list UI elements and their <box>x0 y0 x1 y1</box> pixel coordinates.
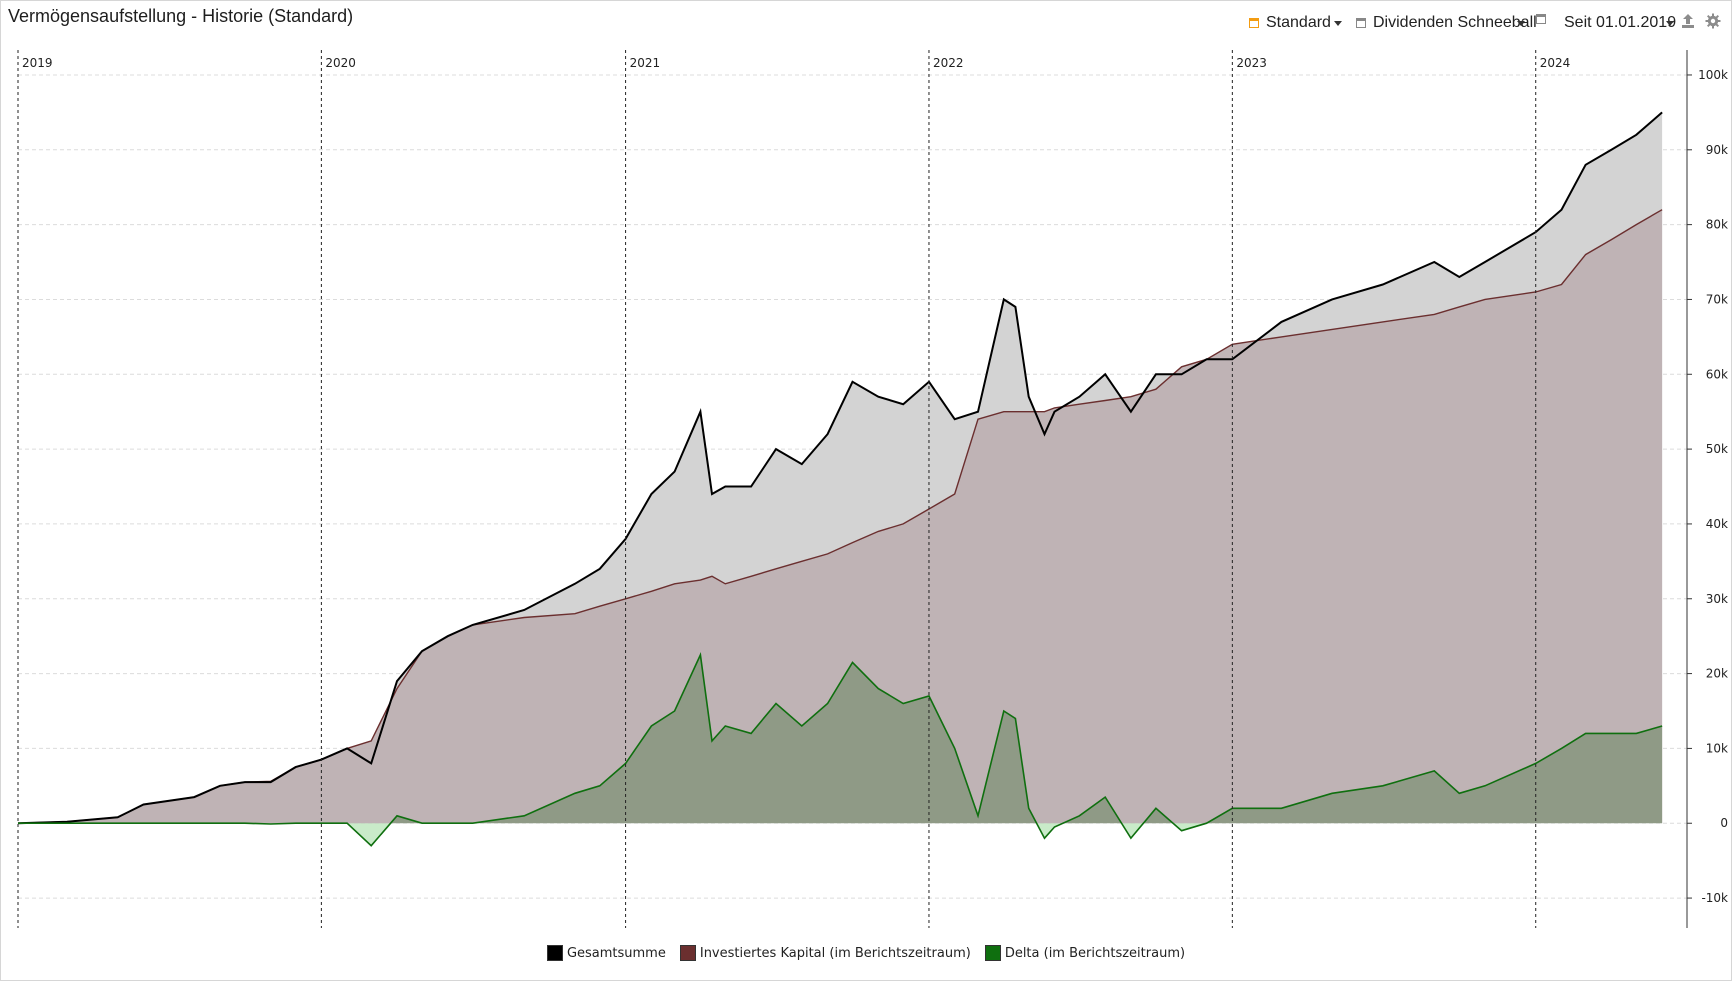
legend-swatch-invested <box>679 945 696 961</box>
snowball-selector-label: Dividenden Schneeball <box>1373 14 1537 31</box>
window-title: Vermögensaufstellung - Historie (Standar… <box>8 6 354 26</box>
legend-label-total: Gesamtsumme <box>566 945 666 961</box>
y-tick-label: 60k <box>1706 367 1728 381</box>
snowball-dropdown-chevron-icon[interactable] <box>1517 21 1525 26</box>
y-tick-label: 100k <box>1698 68 1728 82</box>
snowball-selector[interactable]: Dividenden Schneeball <box>1356 14 1537 32</box>
wealth-history-chart: 2019 2020 2021 2022 2023 2024 100k 90k 80k 70k 60… <box>17 50 1728 928</box>
calendar-icon <box>1536 14 1546 24</box>
calendar-icon <box>1249 18 1259 28</box>
legend-label-delta: Delta (im Berichtszeitraum) <box>1004 945 1186 961</box>
x-tick-label: 2020 <box>325 56 356 70</box>
delta-line <box>18 652 1663 847</box>
period-selector[interactable]: Seit 01.01.2019 <box>1564 14 1676 32</box>
legend-item-invested[interactable]: Investiertes Kapital (im Berichtszeitrau… <box>679 945 971 961</box>
y-tick-label: 40k <box>1706 517 1728 531</box>
x-tick-label: 2024 <box>1540 56 1571 70</box>
y-tick-label: 10k <box>1706 741 1728 755</box>
settings-icon[interactable] <box>1705 13 1721 29</box>
x-axis: 2019 2020 2021 2022 2023 2024 <box>17 50 1571 928</box>
y-tick-label: 20k <box>1706 667 1728 681</box>
legend-item-delta[interactable]: Delta (im Berichtszeitraum) <box>984 945 1186 961</box>
y-tick-label: 30k <box>1706 592 1728 606</box>
x-tick-label: 2021 <box>630 56 661 70</box>
chart-areas <box>18 112 1663 846</box>
chart-legend: Gesamtsumme Investiertes Kapital (im Ber… <box>0 945 1732 961</box>
view-dropdown-chevron-icon[interactable] <box>1334 21 1342 26</box>
calendar-icon <box>1356 18 1366 28</box>
period-selector-label: Seit 01.01.2019 <box>1564 14 1677 31</box>
legend-label-invested: Investiertes Kapital (im Berichtszeitrau… <box>699 945 971 961</box>
y-tick-label: 0 <box>1720 816 1728 830</box>
delta-area-positive <box>18 654 1663 824</box>
x-tick-label: 2023 <box>1236 56 1267 70</box>
chart-lines <box>17 111 1663 847</box>
export-icon[interactable] <box>1680 13 1696 29</box>
legend-swatch-delta <box>984 945 1001 961</box>
period-dropdown-chevron-icon[interactable] <box>1666 21 1674 26</box>
y-tick-label: 80k <box>1706 218 1728 232</box>
view-selector[interactable]: Standard <box>1249 14 1331 32</box>
y-tick-label: 50k <box>1706 442 1728 456</box>
view-selector-label: Standard <box>1266 14 1331 31</box>
y-tick-label: -10k <box>1701 891 1728 905</box>
total-line <box>17 111 1663 825</box>
period-calendar-button[interactable] <box>1536 14 1546 24</box>
legend-item-total[interactable]: Gesamtsumme <box>546 945 666 961</box>
legend-swatch-total <box>546 945 563 961</box>
y-tick-label: 70k <box>1706 292 1728 306</box>
x-tick-label: 2019 <box>22 56 53 70</box>
invested-area <box>18 209 1663 824</box>
x-tick-label: 2022 <box>933 56 964 70</box>
y-axis: 100k 90k 80k 70k 60k 50k 40k 30k 20k 10k 0 -10k <box>1686 50 1728 928</box>
y-tick-label: 90k <box>1706 143 1728 157</box>
